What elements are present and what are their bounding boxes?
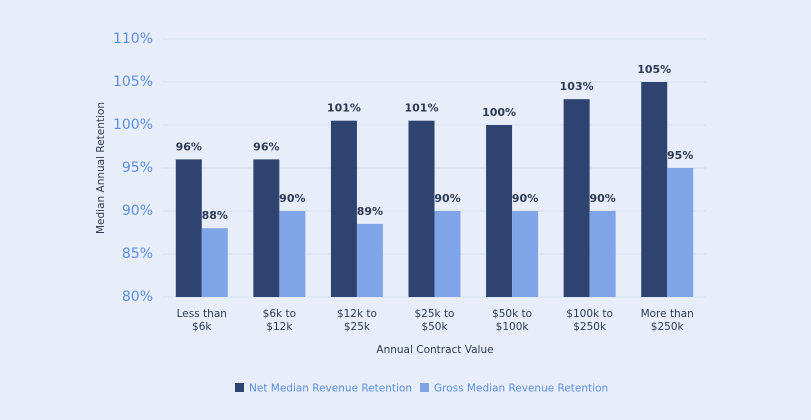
x-tick-label: $12k to $25k bbox=[336, 308, 377, 333]
x-tick-label: $25k to $50k bbox=[414, 308, 455, 333]
value-label: 90% bbox=[589, 192, 615, 205]
value-label: 100% bbox=[482, 106, 516, 119]
y-tick-label: 80% bbox=[122, 289, 153, 305]
x-tick-label: $100k to $250k bbox=[566, 308, 613, 333]
value-label: 105% bbox=[637, 63, 671, 76]
value-label: 96% bbox=[253, 140, 279, 153]
y-tick-label: 110% bbox=[113, 31, 153, 47]
bar bbox=[356, 223, 383, 297]
legend-label: Gross Median Revenue Retention bbox=[434, 383, 608, 395]
value-label: 88% bbox=[202, 209, 228, 222]
value-label: 89% bbox=[357, 205, 383, 218]
bar bbox=[563, 99, 590, 297]
bar bbox=[434, 211, 461, 297]
bar bbox=[589, 211, 616, 297]
y-tick-label: 90% bbox=[122, 203, 153, 219]
value-label: 101% bbox=[405, 102, 439, 115]
bar bbox=[330, 120, 357, 297]
y-tick-label: 100% bbox=[113, 117, 153, 133]
value-label: 96% bbox=[176, 140, 202, 153]
y-tick-label: 95% bbox=[122, 160, 153, 176]
y-axis-title: Median Annual Retention bbox=[95, 102, 107, 234]
bar bbox=[512, 211, 539, 297]
bar bbox=[641, 82, 668, 297]
bar bbox=[175, 159, 202, 297]
y-tick-label: 85% bbox=[122, 246, 153, 262]
x-tick-label: Less than $6k bbox=[176, 308, 227, 333]
legend-label: Net Median Revenue Retention bbox=[249, 383, 412, 395]
bar bbox=[667, 168, 694, 297]
bar bbox=[486, 125, 513, 297]
y-tick-label: 105% bbox=[113, 74, 153, 90]
value-label: 95% bbox=[667, 149, 693, 162]
x-tick-label: More than $250k bbox=[640, 308, 694, 333]
value-label: 103% bbox=[560, 80, 594, 93]
bar bbox=[279, 211, 306, 297]
legend-swatch bbox=[420, 383, 429, 392]
x-tick-label: $6k to $12k bbox=[262, 308, 296, 333]
bar bbox=[201, 228, 228, 297]
bar bbox=[408, 120, 435, 297]
x-axis-title: Annual Contract Value bbox=[376, 344, 493, 356]
value-label: 90% bbox=[512, 192, 538, 205]
value-label: 90% bbox=[279, 192, 305, 205]
value-label: 101% bbox=[327, 102, 361, 115]
value-label: 90% bbox=[434, 192, 460, 205]
bar bbox=[253, 159, 280, 297]
legend-swatch bbox=[235, 383, 244, 392]
x-tick-label: $50k to $100k bbox=[492, 308, 533, 333]
